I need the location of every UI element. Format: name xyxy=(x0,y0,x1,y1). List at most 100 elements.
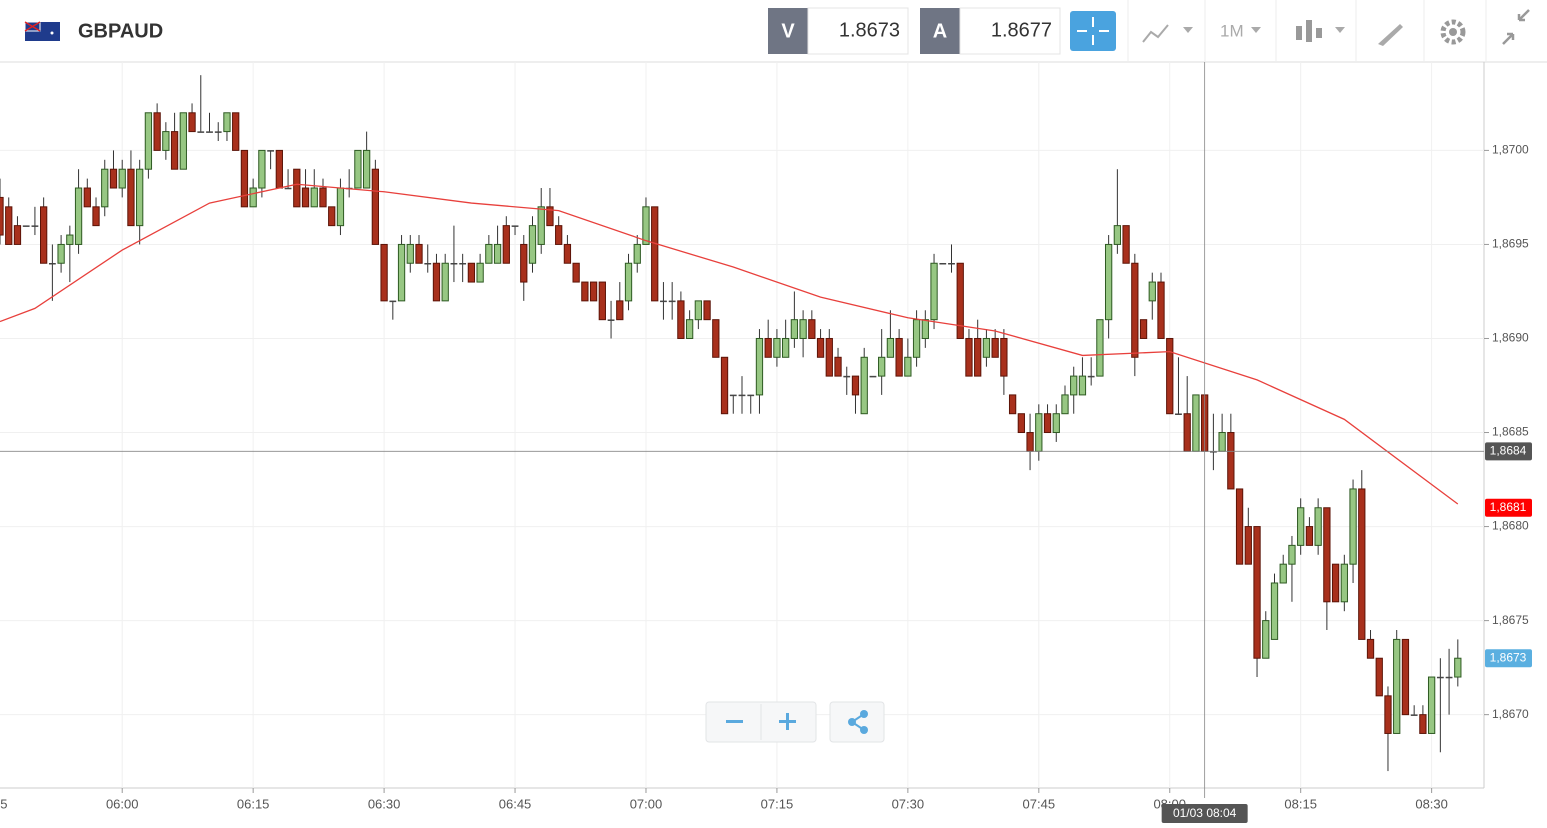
candle-body xyxy=(1043,413,1052,434)
x-tick-label: 07:00 xyxy=(630,796,663,811)
candle-body xyxy=(267,150,275,152)
flag-star xyxy=(50,31,54,35)
draw-icon[interactable] xyxy=(1378,24,1403,46)
candle-body xyxy=(851,375,860,396)
candle-body xyxy=(1061,394,1069,415)
crosshair-y-badge xyxy=(1485,442,1532,461)
candle-body xyxy=(808,319,816,339)
candle-body xyxy=(1349,488,1357,565)
ask-value: 1.8677 xyxy=(991,19,1052,41)
candle-body xyxy=(144,112,153,170)
ask-box[interactable] xyxy=(959,7,1061,55)
candle-body xyxy=(651,206,659,302)
candle-body xyxy=(197,131,205,133)
candle-body xyxy=(1279,563,1287,584)
candle-body xyxy=(74,187,83,245)
dropdown-arrow xyxy=(1335,27,1345,33)
candle-body xyxy=(956,262,964,339)
timeframe[interactable]: 1M xyxy=(1220,21,1244,40)
candle-body xyxy=(729,394,737,397)
candle-body xyxy=(886,337,895,358)
candle-body xyxy=(40,206,48,264)
candle-body xyxy=(589,281,598,302)
candle-body xyxy=(415,243,423,264)
candles-icon[interactable] xyxy=(1296,20,1322,42)
y-tick-label: 1,8670 xyxy=(1492,707,1529,721)
candle-body xyxy=(118,168,126,189)
dropdown-arrow xyxy=(1251,27,1261,33)
candle-body xyxy=(747,394,755,397)
candle-body xyxy=(249,187,257,208)
symbol: GBPAUD xyxy=(78,20,163,42)
candle-body xyxy=(362,149,371,189)
candle-body xyxy=(965,337,973,377)
candle-body xyxy=(860,356,868,415)
candle-body xyxy=(13,225,22,245)
chart-type-icon[interactable] xyxy=(1142,24,1169,43)
candle-body xyxy=(948,262,955,265)
candle-body xyxy=(48,262,56,265)
zoom-out[interactable] xyxy=(726,720,743,723)
candle-body xyxy=(1314,507,1322,546)
candle-body xyxy=(799,319,807,339)
candle-body xyxy=(1375,657,1383,697)
candle-body xyxy=(720,356,729,415)
candle-body xyxy=(834,356,842,377)
candle-body xyxy=(66,234,74,245)
x-tick-label: 06:15 xyxy=(237,796,270,811)
candle-body xyxy=(1017,413,1025,434)
candle-body xyxy=(581,281,589,302)
crosshair-x-badge xyxy=(1161,804,1248,823)
x-tick-label: 07:30 xyxy=(892,796,925,811)
zoom-controls xyxy=(705,701,885,743)
candle-body xyxy=(109,168,118,189)
candle-body xyxy=(790,319,799,339)
candle-body xyxy=(555,225,563,245)
candle-body xyxy=(206,131,213,133)
zoom-in[interactable] xyxy=(779,713,796,730)
candle-body xyxy=(162,131,170,151)
candle-body xyxy=(1262,620,1270,659)
bid-box[interactable] xyxy=(807,7,909,55)
candle-body xyxy=(991,337,999,358)
candle-body xyxy=(476,262,484,283)
x-tick-label: 05:45 xyxy=(0,796,8,811)
ask-label: A xyxy=(933,20,947,42)
candle-body xyxy=(982,337,991,358)
candle-body xyxy=(101,168,109,208)
candle-body xyxy=(563,243,572,264)
candle-body xyxy=(1227,432,1235,490)
candle-body xyxy=(31,225,39,227)
x-tick-label: 07:15 xyxy=(761,796,794,811)
last-price-badge xyxy=(1485,649,1532,668)
candle-body xyxy=(293,168,301,208)
candle-body xyxy=(642,206,650,245)
candle-body xyxy=(432,262,441,302)
candle-body xyxy=(974,337,982,377)
collapse-icon[interactable] xyxy=(1502,9,1530,45)
candle-body xyxy=(1393,638,1401,734)
candle-body xyxy=(1270,582,1279,640)
candle-body xyxy=(546,206,554,227)
candle-body xyxy=(336,187,345,227)
candle-body xyxy=(1235,488,1244,565)
candle-body xyxy=(136,168,144,227)
candle-body xyxy=(1113,225,1122,245)
candles xyxy=(0,75,1462,772)
grid: 1,8670 1,8675 1,8680 1,8685 1,8690 1,8695 1,87… xyxy=(0,62,1529,811)
candle-body xyxy=(1305,526,1314,546)
candle-body xyxy=(1401,638,1410,716)
settings-icon[interactable] xyxy=(1440,19,1466,45)
y-tick-label: 1,8695 xyxy=(1492,237,1529,251)
candle-body xyxy=(1070,375,1078,396)
candle-body xyxy=(1008,394,1017,415)
candle-body xyxy=(1192,394,1200,452)
candle-body xyxy=(1288,544,1296,565)
candle-body xyxy=(895,337,903,377)
candle-body xyxy=(930,262,938,321)
candle-body xyxy=(1384,695,1392,734)
crosshair-button[interactable] xyxy=(1070,11,1116,51)
candle-body xyxy=(624,262,633,302)
